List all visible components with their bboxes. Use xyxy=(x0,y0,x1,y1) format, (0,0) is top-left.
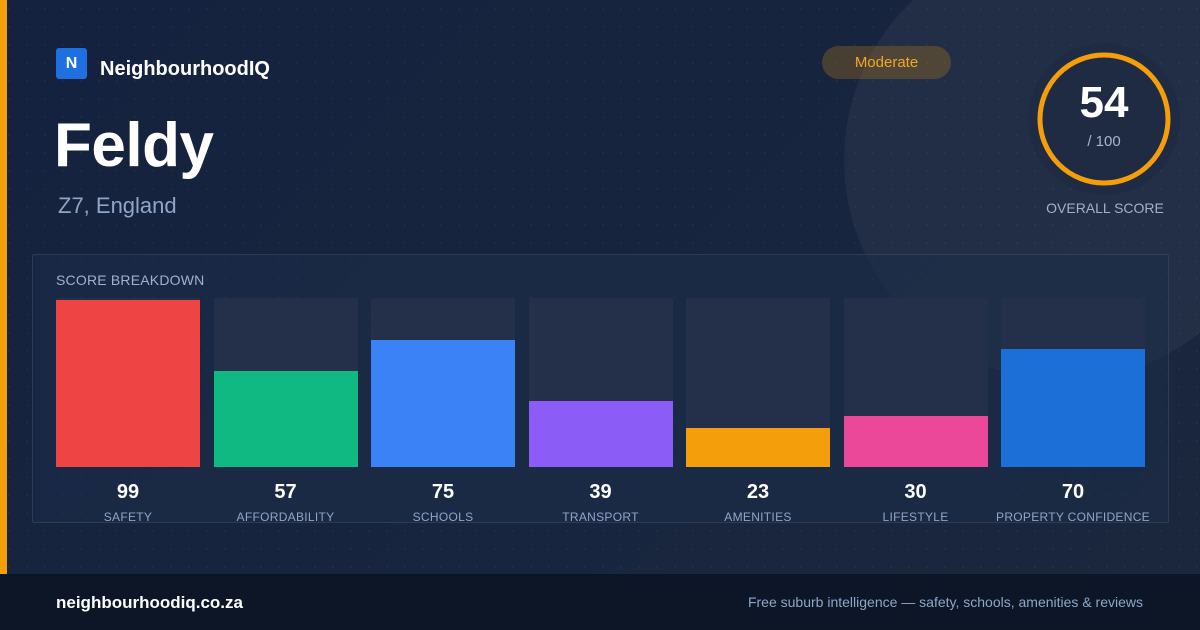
bar-value-label: 30 xyxy=(904,481,927,503)
bar-track xyxy=(213,298,358,467)
brand-logo-icon: N xyxy=(56,48,87,79)
bar-track xyxy=(1001,298,1145,467)
bar-value-label: 23 xyxy=(746,481,770,503)
bar-category-label: LIFESTYLE xyxy=(882,510,949,524)
bar xyxy=(56,299,200,467)
bar-value-label: 99 xyxy=(116,481,140,503)
bar-column: 57 AFFORDABILITY xyxy=(213,298,358,524)
footer: neighbourhoodiq.co.za Free suburb intell… xyxy=(0,574,1200,630)
score-breakdown-panel: SCORE BREAKDOWN 99 SAFETY 57 AFFORDABILITY 7… xyxy=(32,254,1169,524)
overall-score-max: / 100 xyxy=(1087,133,1121,150)
bar xyxy=(213,370,358,467)
footer-domain-link[interactable]: neighbourhoodiq.co.za xyxy=(56,593,243,612)
bar-track xyxy=(56,298,200,467)
brand[interactable]: N NeighbourhoodIQ xyxy=(56,46,270,81)
overall-score-value: 54 xyxy=(1079,78,1129,127)
bar-category-label: TRANSPORT xyxy=(562,510,639,524)
gauge-ring xyxy=(1028,43,1180,195)
bar-column: 39 TRANSPORT xyxy=(528,298,673,524)
score-breakdown-title: SCORE BREAKDOWN xyxy=(56,272,205,288)
accent-bar xyxy=(0,0,7,574)
bar-column: 99 SAFETY xyxy=(56,298,200,524)
bar-column: 30 LIFESTYLE xyxy=(843,298,988,524)
rating-badge: Moderate xyxy=(822,46,951,79)
bar-value-label: 75 xyxy=(431,481,455,503)
bar-value-label: 70 xyxy=(1061,481,1085,503)
bar-category-label: SCHOOLS xyxy=(412,510,474,524)
share-card: N NeighbourhoodIQ Feldy Z7, England Mode… xyxy=(0,0,1200,574)
bar-value-label: 57 xyxy=(274,481,297,503)
overall-score-label: OVERALL SCORE xyxy=(1046,200,1164,216)
bar-category-label: AFFORDABILITY xyxy=(236,510,335,524)
bar-track xyxy=(843,298,988,467)
bar xyxy=(528,401,673,467)
bar xyxy=(686,428,830,467)
bar-track xyxy=(528,298,673,467)
bar-category-label: PROPERTY CONFIDENCE xyxy=(996,510,1150,524)
bar-track xyxy=(371,298,515,467)
brand-name: NeighbourhoodIQ xyxy=(100,58,270,80)
footer-tagline: Free suburb intelligence — safety, schoo… xyxy=(747,594,1143,610)
bar-track xyxy=(686,298,830,467)
bar-column: 23 AMENITIES xyxy=(686,298,830,524)
place-location: Z7, England xyxy=(58,193,177,218)
overall-score-gauge: 54 / 100 xyxy=(1028,43,1180,195)
place-title: Feldy xyxy=(54,111,214,180)
score-breakdown-chart: 99 SAFETY 57 AFFORDABILITY 75 SCHOOLS 39 TRANSP… xyxy=(56,298,1150,524)
bar xyxy=(1001,348,1145,467)
bar-column: 75 SCHOOLS xyxy=(371,298,515,524)
bar xyxy=(843,416,988,467)
bar xyxy=(371,340,515,467)
bar-category-label: AMENITIES xyxy=(724,510,792,524)
bar-column: 70 PROPERTY CONFIDENCE xyxy=(996,298,1150,524)
bar-category-label: SAFETY xyxy=(103,510,153,524)
bar-value-label: 39 xyxy=(589,481,612,503)
